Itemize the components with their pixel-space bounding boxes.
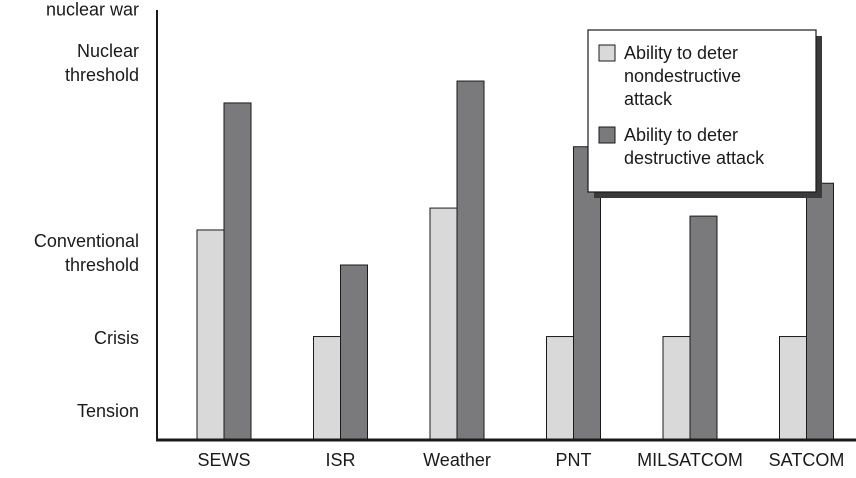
y-axis-tick-labels: Tension Crisis Conventional threshold Nuclea… bbox=[34, 0, 139, 421]
bar-destructive-weather bbox=[456, 80, 485, 441]
bar-nondestructive-milsatcom bbox=[662, 336, 691, 441]
legend-swatch bbox=[598, 44, 616, 62]
legend: Ability to deter nondestructive attack Abil… bbox=[587, 29, 822, 198]
x-tick-label: Weather bbox=[423, 450, 491, 470]
bar-destructive-milsatcom bbox=[689, 215, 718, 441]
bars bbox=[196, 80, 834, 441]
x-tick-label: PNT bbox=[556, 450, 592, 470]
y-tick-label: nuclear war bbox=[46, 0, 139, 20]
y-tick-label: Conventional bbox=[34, 231, 139, 251]
y-tick-label: Tension bbox=[77, 401, 139, 421]
legend-box bbox=[587, 29, 817, 193]
legend-label: nondestructive bbox=[624, 66, 741, 86]
bar-nondestructive-isr bbox=[313, 336, 341, 441]
bar-nondestructive-weather bbox=[429, 207, 458, 441]
bar-destructive-satcom bbox=[806, 182, 834, 441]
x-tick-label: ISR bbox=[325, 450, 355, 470]
legend-label: Ability to deter bbox=[624, 43, 738, 63]
y-tick-label: threshold bbox=[65, 255, 139, 275]
y-tick-label: Nuclear bbox=[77, 41, 139, 61]
bar-destructive-isr bbox=[340, 264, 368, 441]
bar-destructive-sews bbox=[223, 102, 252, 441]
bar-nondestructive-pnt bbox=[546, 336, 574, 441]
legend-label: destructive attack bbox=[624, 148, 765, 168]
y-tick-label: Crisis bbox=[94, 328, 139, 348]
y-tick-label: threshold bbox=[65, 65, 139, 85]
bar-nondestructive-satcom bbox=[779, 336, 807, 441]
x-tick-label: MILSATCOM bbox=[637, 450, 743, 470]
bar-nondestructive-sews bbox=[196, 229, 225, 441]
x-tick-label: SATCOM bbox=[769, 450, 845, 470]
x-axis-tick-labels: SEWS ISR Weather PNT MILSATCOM SATCOM bbox=[197, 450, 844, 470]
legend-swatch bbox=[598, 126, 616, 144]
legend-label: Ability to deter bbox=[624, 125, 738, 145]
legend-label: attack bbox=[624, 89, 673, 109]
x-tick-label: SEWS bbox=[197, 450, 250, 470]
